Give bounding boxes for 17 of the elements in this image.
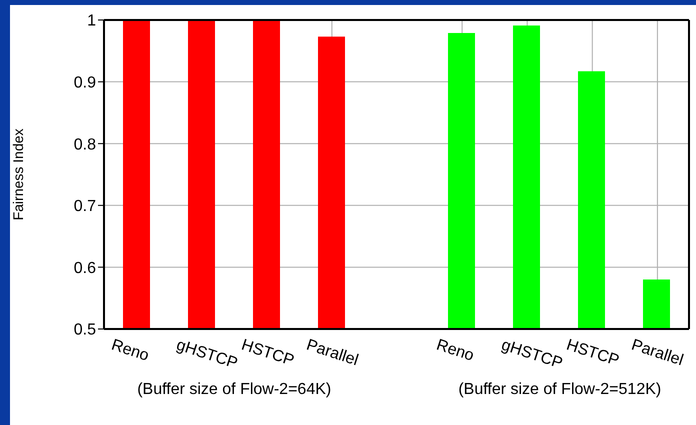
x-tick-label: Reno — [434, 336, 476, 365]
x-tick-label: Parallel — [304, 336, 360, 370]
y-tick-label: 0.7 — [74, 198, 96, 216]
x-tick-label: gHSTCP — [499, 336, 565, 372]
y-tick-label: 0.8 — [74, 136, 96, 154]
text: (Buffer size of Flow-2=512K) — [457, 381, 662, 399]
x-tick-label: Reno — [109, 336, 151, 365]
y-tick-label: 0.6 — [74, 260, 96, 277]
text: (Buffer size of Flow-2=64K) — [136, 381, 332, 399]
y-tick-label: 1 — [87, 12, 96, 30]
x-tick-label: gHSTCP — [174, 336, 240, 372]
x-tick-label: Parallel — [629, 336, 686, 370]
y-tick-label: 0.9 — [74, 74, 96, 92]
x-tick-label: HSTCP — [239, 336, 296, 370]
x-tick-label: HSTCP — [564, 336, 622, 370]
y-tick-label: 0.5 — [74, 322, 96, 339]
y-axis-title: Fairness Index — [10, 128, 26, 220]
